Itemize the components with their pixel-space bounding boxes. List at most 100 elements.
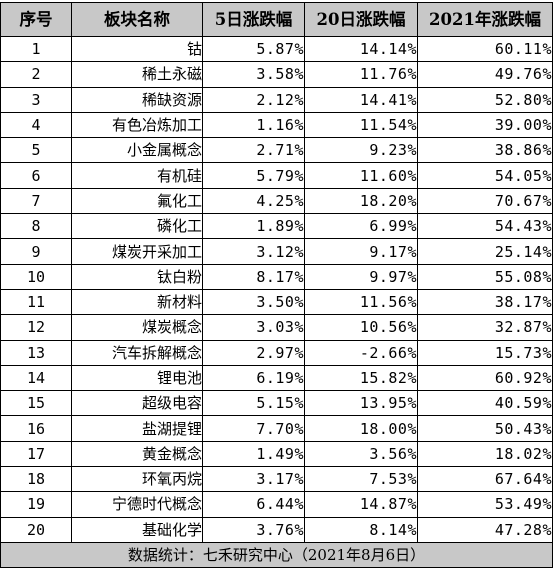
row-sector-name: 基础化学 <box>71 516 203 543</box>
footer-row: 数据统计：七禾研究中心（2021年8月6日） <box>0 541 553 568</box>
row-sector-name: 煤炭概念 <box>71 314 203 341</box>
row-5d-change: 8.17% <box>202 263 305 290</box>
row-sector-name: 黄金概念 <box>71 440 203 468</box>
table-row: 6 有机硅 5.79% 11.60% 54.05% <box>0 162 553 189</box>
row-index: 9 <box>0 238 72 265</box>
row-5d-change: 2.12% <box>202 86 305 113</box>
row-sector-name: 有机硅 <box>71 162 203 189</box>
row-5d-change: 3.58% <box>202 61 305 88</box>
row-5d-change: 3.12% <box>202 238 305 265</box>
row-ytd-change: 55.08% <box>417 263 553 290</box>
row-sector-name: 磷化工 <box>71 213 203 240</box>
row-index: 15 <box>0 390 72 417</box>
row-ytd-change: 49.76% <box>417 61 553 88</box>
row-index: 17 <box>0 440 72 468</box>
row-sector-name: 锂电池 <box>71 364 203 392</box>
row-20d-change: 9.23% <box>304 137 418 164</box>
row-sector-name: 稀土永磁 <box>71 61 203 88</box>
table-row: 17 黄金概念 1.49% 3.56% 18.02% <box>0 440 553 468</box>
row-5d-change: 7.70% <box>202 415 305 442</box>
table-row: 18 环氧丙烷 3.17% 7.53% 67.64% <box>0 466 553 493</box>
header-row: 序号 板块名称 5日涨跌幅 20日涨跌幅 2021年涨跌幅 <box>0 2 553 37</box>
row-sector-name: 超级电容 <box>71 390 203 417</box>
header-ytd-change: 2021年涨跌幅 <box>417 2 553 37</box>
row-5d-change: 2.97% <box>202 339 305 366</box>
table-row: 7 氟化工 4.25% 18.20% 70.67% <box>0 187 553 215</box>
row-sector-name: 盐湖提锂 <box>71 415 203 442</box>
data-source-note: 数据统计：七禾研究中心（2021年8月6日） <box>0 541 553 568</box>
row-index: 6 <box>0 162 72 189</box>
row-index: 11 <box>0 288 72 316</box>
row-5d-change: 3.17% <box>202 466 305 493</box>
row-20d-change: 14.87% <box>304 491 418 518</box>
row-ytd-change: 53.49% <box>417 491 553 518</box>
row-ytd-change: 40.59% <box>417 390 553 417</box>
header-sector-name: 板块名称 <box>71 2 203 37</box>
row-20d-change: 14.41% <box>304 86 418 113</box>
row-20d-change: 9.97% <box>304 263 418 290</box>
row-20d-change: 18.00% <box>304 415 418 442</box>
table-row: 4 有色冶炼加工 1.16% 11.54% 39.00% <box>0 111 553 139</box>
row-index: 4 <box>0 111 72 139</box>
row-ytd-change: 60.11% <box>417 35 553 63</box>
row-sector-name: 钛白粉 <box>71 263 203 290</box>
table-row: 8 磷化工 1.89% 6.99% 54.43% <box>0 213 553 240</box>
row-20d-change: 18.20% <box>304 187 418 215</box>
table-row: 2 稀土永磁 3.58% 11.76% 49.76% <box>0 61 553 88</box>
row-20d-change: 11.76% <box>304 61 418 88</box>
row-index: 7 <box>0 187 72 215</box>
row-index: 13 <box>0 339 72 366</box>
row-5d-change: 1.16% <box>202 111 305 139</box>
row-index: 14 <box>0 364 72 392</box>
row-ytd-change: 15.73% <box>417 339 553 366</box>
row-5d-change: 3.50% <box>202 288 305 316</box>
row-ytd-change: 50.43% <box>417 415 553 442</box>
row-20d-change: 9.17% <box>304 238 418 265</box>
table-row: 9 煤炭开采加工 3.12% 9.17% 25.14% <box>0 238 553 265</box>
table-body: 1 钴 5.87% 14.14% 60.11% 2 稀土永磁 3.58% 11.76% 49.76… <box>0 35 553 543</box>
table-header: 序号 板块名称 5日涨跌幅 20日涨跌幅 2021年涨跌幅 <box>0 2 553 37</box>
row-20d-change: 14.14% <box>304 35 418 63</box>
table-row: 11 新材料 3.50% 11.56% 38.17% <box>0 288 553 316</box>
row-20d-change: 15.82% <box>304 364 418 392</box>
row-20d-change: 11.54% <box>304 111 418 139</box>
row-ytd-change: 54.05% <box>417 162 553 189</box>
row-index: 2 <box>0 61 72 88</box>
table-footer: 数据统计：七禾研究中心（2021年8月6日） <box>0 541 553 568</box>
row-ytd-change: 54.43% <box>417 213 553 240</box>
row-5d-change: 6.19% <box>202 364 305 392</box>
row-20d-change: -2.66% <box>304 339 418 366</box>
row-20d-change: 11.56% <box>304 288 418 316</box>
row-ytd-change: 32.87% <box>417 314 553 341</box>
table-row: 14 锂电池 6.19% 15.82% 60.92% <box>0 364 553 392</box>
row-ytd-change: 67.64% <box>417 466 553 493</box>
header-index: 序号 <box>0 2 72 37</box>
table-row: 3 稀缺资源 2.12% 14.41% 52.80% <box>0 86 553 113</box>
header-20d-change: 20日涨跌幅 <box>304 2 418 37</box>
table-row: 19 宁德时代概念 6.44% 14.87% 53.49% <box>0 491 553 518</box>
row-sector-name: 钴 <box>71 35 203 63</box>
row-index: 3 <box>0 86 72 113</box>
row-ytd-change: 60.92% <box>417 364 553 392</box>
row-sector-name: 稀缺资源 <box>71 86 203 113</box>
row-20d-change: 11.60% <box>304 162 418 189</box>
row-20d-change: 8.14% <box>304 516 418 543</box>
row-index: 16 <box>0 415 72 442</box>
row-sector-name: 环氧丙烷 <box>71 466 203 493</box>
row-sector-name: 氟化工 <box>71 187 203 215</box>
row-ytd-change: 38.17% <box>417 288 553 316</box>
row-sector-name: 宁德时代概念 <box>71 491 203 518</box>
row-20d-change: 7.53% <box>304 466 418 493</box>
row-5d-change: 3.03% <box>202 314 305 341</box>
row-20d-change: 6.99% <box>304 213 418 240</box>
row-5d-change: 5.87% <box>202 35 305 63</box>
row-ytd-change: 47.28% <box>417 516 553 543</box>
row-ytd-change: 18.02% <box>417 440 553 468</box>
row-ytd-change: 25.14% <box>417 238 553 265</box>
row-5d-change: 1.89% <box>202 213 305 240</box>
row-5d-change: 1.49% <box>202 440 305 468</box>
header-5d-change: 5日涨跌幅 <box>202 2 305 37</box>
row-sector-name: 煤炭开采加工 <box>71 238 203 265</box>
row-index: 10 <box>0 263 72 290</box>
row-5d-change: 6.44% <box>202 491 305 518</box>
